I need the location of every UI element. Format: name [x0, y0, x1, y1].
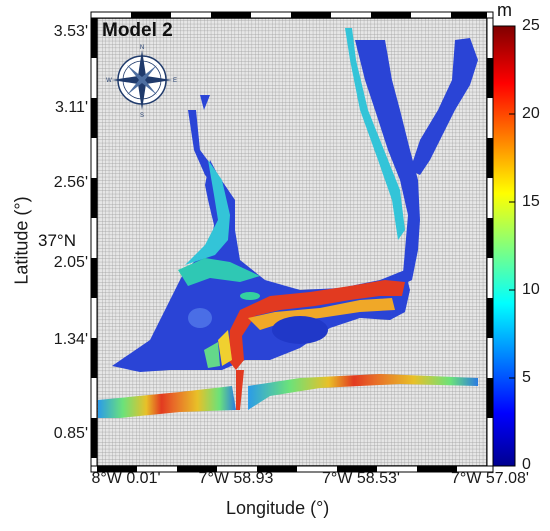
- xtick-label: 7°W 57.08': [451, 470, 529, 487]
- compass-s: S: [140, 113, 144, 119]
- x-axis-label: Longitude (°): [226, 498, 330, 518]
- ytick-label: 0.85': [53, 425, 88, 442]
- compass-rose-icon: N E S W: [106, 45, 177, 119]
- compass-w: W: [106, 78, 112, 84]
- ytick-label: 2.05': [53, 254, 88, 271]
- colorbar-tick: 5: [522, 369, 531, 386]
- compass-n: N: [140, 45, 144, 51]
- xtick-label: 7°W 58.53': [322, 470, 400, 487]
- xtick-label: 8°W 0.01': [91, 470, 161, 487]
- colorbar-tick: 15: [522, 193, 540, 210]
- colorbar-tick: 0: [522, 456, 531, 473]
- compass-e: E: [173, 78, 177, 84]
- map-title: Model 2: [102, 20, 173, 41]
- map-frame: [90, 11, 494, 473]
- colorbar-tick: 20: [522, 105, 540, 122]
- y-axis-label: Latitude (°): [11, 196, 32, 285]
- ytick-label: 3.11': [54, 99, 88, 116]
- latitude-prefix: 37°N: [38, 231, 76, 250]
- xtick-label: 7°W 58.93: [198, 470, 274, 487]
- colorbar: [492, 25, 516, 467]
- colorbar-tick: 10: [522, 281, 540, 298]
- colorbar-tick: 25: [522, 17, 540, 34]
- ytick-label: 3.53': [53, 23, 88, 40]
- colorbar-unit: m: [497, 0, 512, 20]
- water-depth-layer: [98, 28, 478, 418]
- ytick-label: 1.34': [53, 331, 88, 348]
- ytick-label: 2.56': [53, 174, 88, 191]
